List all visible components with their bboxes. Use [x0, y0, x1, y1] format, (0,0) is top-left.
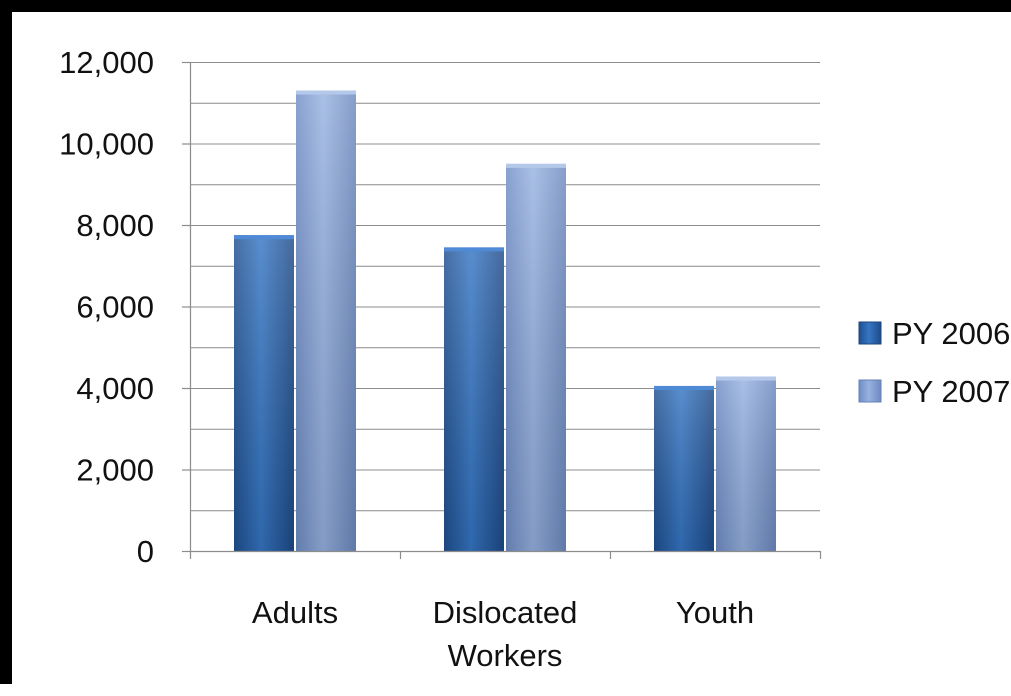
- x-category-label: Youth: [676, 595, 754, 630]
- bar-top-highlight: [506, 163, 566, 168]
- y-tick-label: 8,000: [76, 208, 154, 243]
- y-tick-label: 12,000: [59, 45, 154, 80]
- bar-shading: [716, 376, 776, 551]
- legend: PY 2006 PY 2007: [858, 316, 1010, 409]
- x-category-label: Dislocated: [433, 595, 578, 630]
- bar-shading: [444, 247, 504, 551]
- legend-swatch: [858, 379, 882, 403]
- legend-label: PY 2007: [892, 374, 1010, 409]
- x-category-label: Adults: [252, 595, 338, 630]
- bar-shading: [506, 163, 566, 551]
- gridlines: [190, 62, 820, 512]
- axes: 0 2,000 4,000 6,000 8,000 10,000 12,000 Adults D…: [59, 45, 822, 673]
- y-tick-label: 6,000: [76, 290, 154, 325]
- bar-top-highlight: [296, 90, 356, 95]
- bar-top-highlight: [716, 376, 776, 381]
- bar-top-highlight: [444, 247, 504, 252]
- y-tick-label: 4,000: [76, 371, 154, 406]
- x-category-label: Workers: [448, 638, 563, 673]
- y-tick-label: 10,000: [59, 127, 154, 162]
- y-tick-label: 0: [137, 534, 154, 569]
- bar-shading: [234, 235, 294, 551]
- y-tick-label: 2,000: [76, 453, 154, 488]
- bar-shading: [654, 385, 714, 551]
- bar-chart: 0 2,000 4,000 6,000 8,000 10,000 12,000 Adults D…: [59, 45, 1010, 673]
- legend-swatch: [858, 321, 882, 345]
- bars: [234, 90, 776, 552]
- bar-shading: [296, 90, 356, 552]
- bar-top-highlight: [654, 385, 714, 390]
- bar-top-highlight: [234, 235, 294, 240]
- legend-label: PY 2006: [892, 316, 1010, 351]
